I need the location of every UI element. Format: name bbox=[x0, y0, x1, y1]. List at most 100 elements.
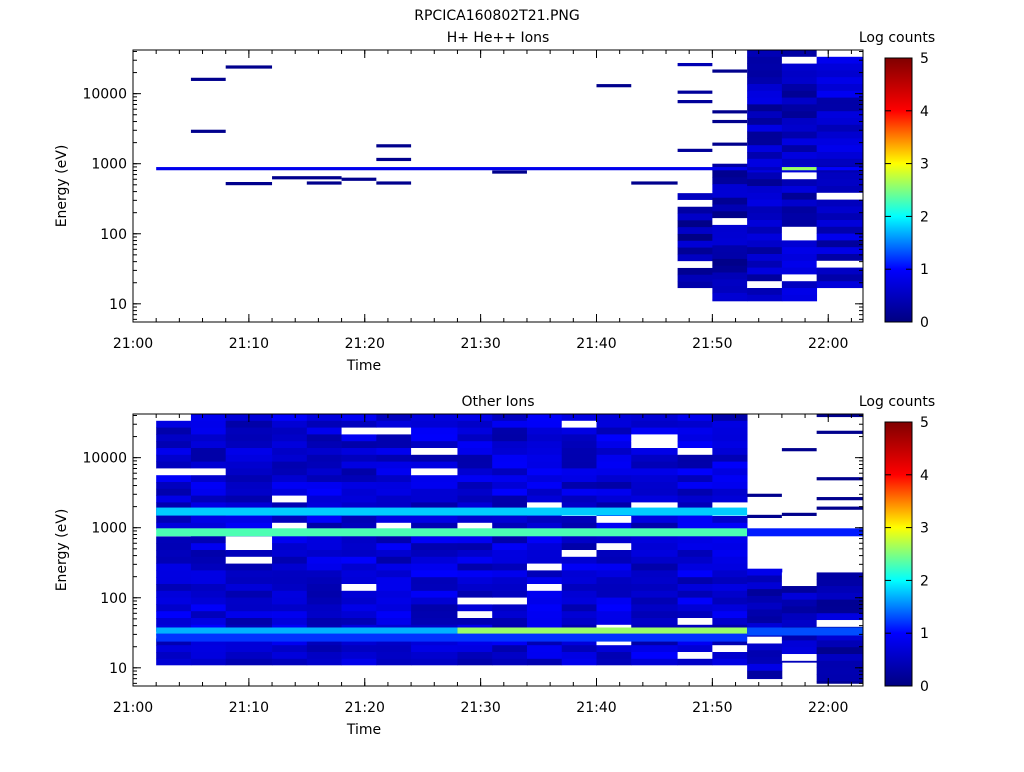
heatmap-cell bbox=[341, 454, 377, 462]
heatmap-cell bbox=[561, 441, 597, 449]
heatmap-cell bbox=[341, 604, 377, 612]
heatmap-cell bbox=[341, 597, 377, 605]
heatmap-cell bbox=[190, 522, 227, 530]
heatmap-cell bbox=[677, 516, 713, 524]
heatmap-cell bbox=[272, 550, 308, 558]
heatmap-cell bbox=[272, 495, 308, 503]
heatmap-cell bbox=[156, 434, 192, 442]
heatmap-cell bbox=[225, 522, 273, 530]
heatmap-cell bbox=[747, 663, 783, 672]
heatmap-cell bbox=[190, 441, 227, 449]
heatmap-cell bbox=[526, 570, 563, 578]
heatmap-cell bbox=[677, 247, 713, 255]
heatmap-cell bbox=[156, 482, 192, 490]
heatmap-cell bbox=[457, 611, 493, 619]
heatmap-cell bbox=[816, 240, 863, 248]
panel-title: Other Ions bbox=[461, 394, 534, 410]
heatmap-cell bbox=[457, 536, 493, 544]
heatmap-cell bbox=[156, 441, 192, 449]
heatmap-cell bbox=[492, 461, 528, 469]
heatmap-cell bbox=[747, 595, 783, 604]
heatmap-cell bbox=[596, 441, 632, 449]
heatmap-cell bbox=[631, 420, 679, 428]
heatmap-band bbox=[156, 627, 458, 636]
y-tick-label: 10000 bbox=[82, 451, 127, 467]
heatmap-cell bbox=[781, 84, 818, 92]
heatmap-cell bbox=[747, 70, 783, 78]
heatmap-cell bbox=[596, 590, 632, 598]
heatmap-cell bbox=[190, 638, 227, 646]
heatmap-cell bbox=[457, 427, 493, 435]
heatmap-cell bbox=[156, 543, 192, 551]
heatmap-cell bbox=[561, 652, 597, 660]
heatmap-cell bbox=[677, 482, 713, 490]
heatmap-cell bbox=[677, 448, 713, 456]
heatmap-cell bbox=[190, 597, 227, 605]
heatmap-cell bbox=[190, 414, 227, 422]
heatmap-cell bbox=[376, 577, 412, 585]
heatmap-cell bbox=[457, 482, 493, 490]
heatmap-cell bbox=[492, 522, 528, 530]
heatmap-cell bbox=[596, 556, 632, 564]
heatmap-cell bbox=[596, 597, 632, 605]
heatmap-cell bbox=[225, 65, 273, 69]
heatmap-cell bbox=[816, 267, 863, 275]
heatmap-cell bbox=[677, 570, 713, 578]
heatmap-cell bbox=[712, 420, 748, 428]
heatmap-cell bbox=[341, 427, 377, 435]
heatmap-cell bbox=[341, 543, 377, 551]
heatmap-cell bbox=[596, 536, 632, 544]
heatmap-cell bbox=[306, 434, 342, 442]
heatmap-cell bbox=[457, 522, 493, 530]
heatmap-cell bbox=[272, 502, 308, 510]
heatmap-cell bbox=[712, 252, 748, 260]
heatmap-cell bbox=[306, 597, 342, 605]
heatmap-cell bbox=[816, 592, 863, 601]
heatmap-cell bbox=[457, 543, 493, 551]
heatmap-cell bbox=[526, 495, 563, 503]
heatmap-cell bbox=[747, 206, 783, 214]
x-tick-label: 21:10 bbox=[229, 700, 269, 716]
heatmap-cell bbox=[492, 570, 528, 578]
heatmap-cell bbox=[341, 590, 377, 598]
panel-title: H+ He++ Ions bbox=[447, 30, 550, 46]
heatmap-cell bbox=[747, 260, 783, 268]
heatmap-cell bbox=[816, 213, 863, 221]
heatmap-cell bbox=[156, 488, 192, 496]
heatmap-cell bbox=[225, 454, 273, 462]
heatmap-cell bbox=[816, 667, 863, 675]
heatmap-cell bbox=[561, 482, 597, 490]
heatmap-cell bbox=[272, 441, 308, 449]
heatmap-cell bbox=[816, 497, 863, 501]
heatmap-cell bbox=[596, 522, 632, 530]
heatmap-cell bbox=[816, 118, 863, 126]
heatmap-cell bbox=[341, 468, 377, 476]
heatmap-cell bbox=[272, 577, 308, 585]
heatmap-cell bbox=[712, 299, 748, 302]
heatmap-cell bbox=[596, 611, 632, 619]
heatmap-cell bbox=[492, 645, 528, 653]
heatmap-cell bbox=[596, 645, 632, 653]
heatmap-cell bbox=[190, 584, 227, 592]
heatmap-cell bbox=[411, 577, 458, 585]
heatmap-cell bbox=[712, 604, 748, 612]
heatmap-cell bbox=[376, 590, 412, 598]
heatmap-cell bbox=[526, 427, 563, 435]
heatmap-cell bbox=[341, 461, 377, 469]
heatmap-cell bbox=[561, 427, 597, 435]
heatmap-cell bbox=[596, 448, 632, 456]
heatmap-cell bbox=[561, 584, 597, 592]
heatmap-cell bbox=[596, 434, 632, 442]
heatmap-cell bbox=[225, 652, 273, 660]
heatmap-cell bbox=[781, 213, 818, 221]
heatmap-cell bbox=[677, 468, 713, 476]
heatmap-cell bbox=[225, 590, 273, 598]
colorbar bbox=[884, 57, 913, 323]
heatmap-cell bbox=[781, 288, 818, 296]
heatmap-cell bbox=[677, 281, 713, 289]
heatmap-cell bbox=[677, 652, 713, 660]
heatmap-cell bbox=[306, 482, 342, 490]
x-tick-label: 21:40 bbox=[576, 700, 616, 716]
heatmap-cell bbox=[677, 193, 713, 201]
heatmap-cell bbox=[816, 131, 863, 139]
